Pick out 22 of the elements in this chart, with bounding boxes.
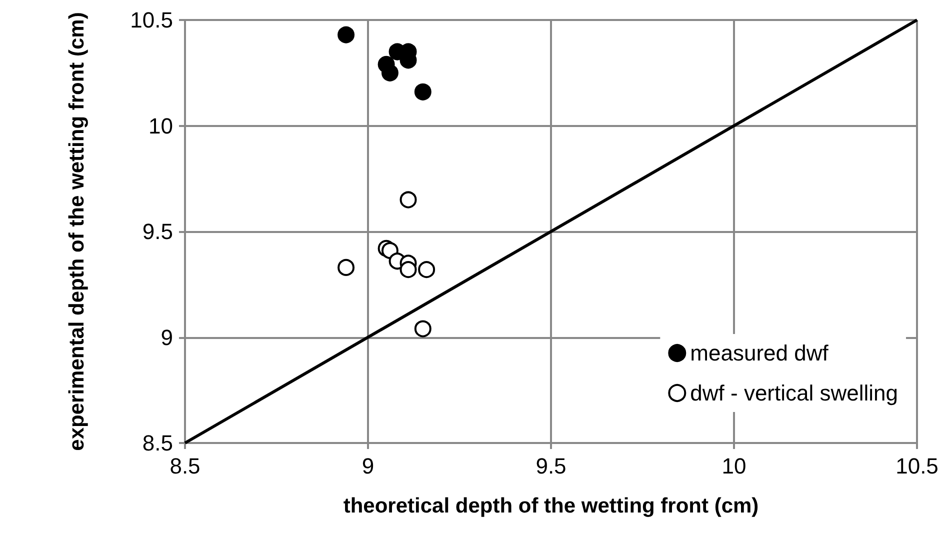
x-tick-label: 10.5 xyxy=(896,454,938,478)
y-axis-title: experimental depth of the wetting front (cm) xyxy=(66,12,88,451)
legend-label: measured dwf xyxy=(690,340,830,366)
y-tick-label: 10 xyxy=(148,113,173,138)
y-tick-label: 9 xyxy=(160,324,173,350)
y-tick-label: 9.5 xyxy=(142,219,173,244)
point xyxy=(400,191,417,208)
x-tick-label: 10 xyxy=(722,454,746,478)
y-tick-label: 10.5 xyxy=(130,8,173,32)
x-tick-label: 9.5 xyxy=(536,454,566,478)
point xyxy=(414,320,432,338)
y-tick-label: 8.5 xyxy=(142,430,173,456)
point xyxy=(338,258,355,276)
x-tick-label: 8.5 xyxy=(170,454,200,478)
point xyxy=(414,83,432,100)
x-axis-title: theoretical depth of the wetting front (cm) xyxy=(343,494,759,518)
legend-label: dwf - vertical swelling xyxy=(690,380,898,406)
point xyxy=(400,261,417,278)
point xyxy=(381,64,398,82)
point xyxy=(418,261,436,278)
point xyxy=(338,26,355,44)
x-tick-label: 9 xyxy=(362,454,374,478)
